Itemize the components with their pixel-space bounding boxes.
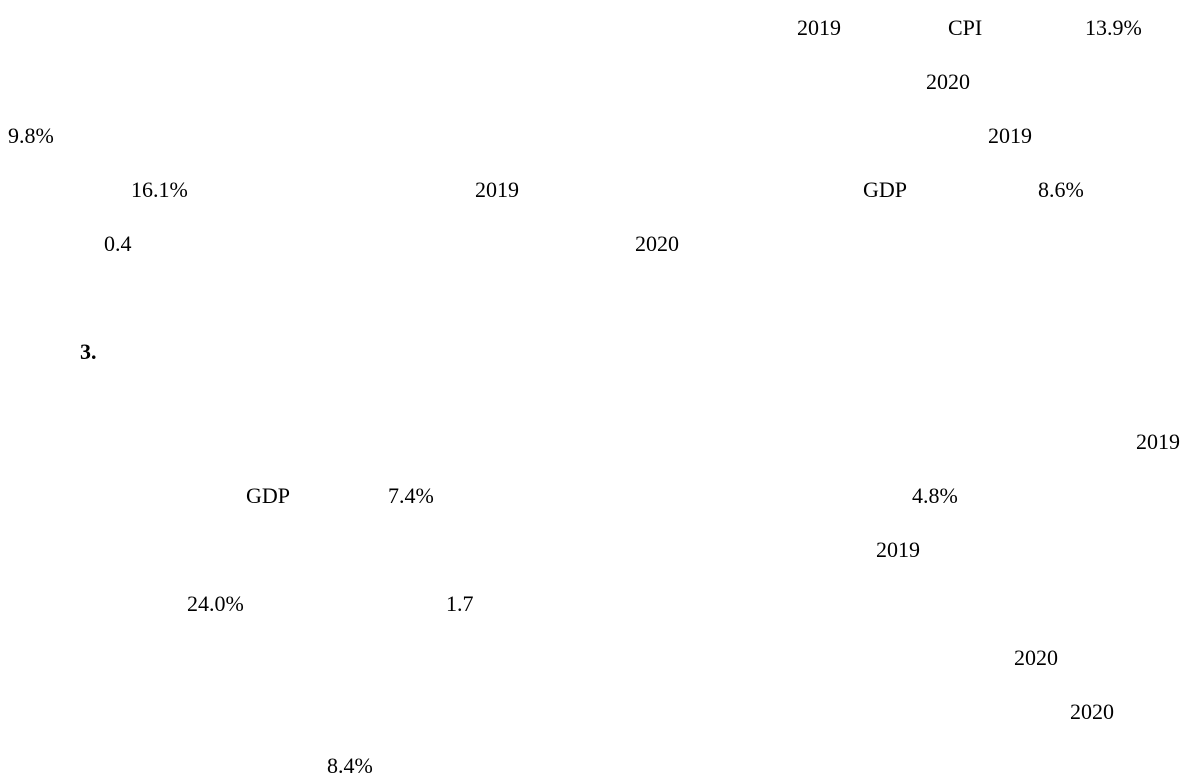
text-fragment: 1.7 xyxy=(446,591,474,616)
text-fragment: 2019 xyxy=(475,177,519,202)
text-fragment: 16.1% xyxy=(131,177,188,202)
text-fragment: 2020 xyxy=(926,69,970,94)
text-fragment: 24.0% xyxy=(187,591,244,616)
text-fragment: 2019 xyxy=(876,537,920,562)
text-fragment: 8.4% xyxy=(327,753,373,778)
text-fragment: 2020 xyxy=(1070,699,1114,724)
text-fragment: CPI xyxy=(948,15,983,40)
text-fragment: 2020 xyxy=(1014,645,1058,670)
text-fragment: GDP xyxy=(246,483,291,508)
text-fragment: 9.8% xyxy=(8,123,54,148)
text-fragment: GDP xyxy=(863,177,908,202)
text-fragment: 8.6% xyxy=(1038,177,1084,202)
section-heading: 3. xyxy=(80,339,97,364)
text-fragment: 2019 xyxy=(988,123,1032,148)
text-fragment: 2020 xyxy=(635,231,679,256)
text-fragment: 13.9% xyxy=(1085,15,1142,40)
text-fragment: 4.8% xyxy=(912,483,958,508)
text-fragment: 2019 xyxy=(1136,429,1180,454)
text-fragment: 7.4% xyxy=(388,483,434,508)
text-fragment: 0.4 xyxy=(104,231,132,256)
text-fragment: 2019 xyxy=(797,15,841,40)
